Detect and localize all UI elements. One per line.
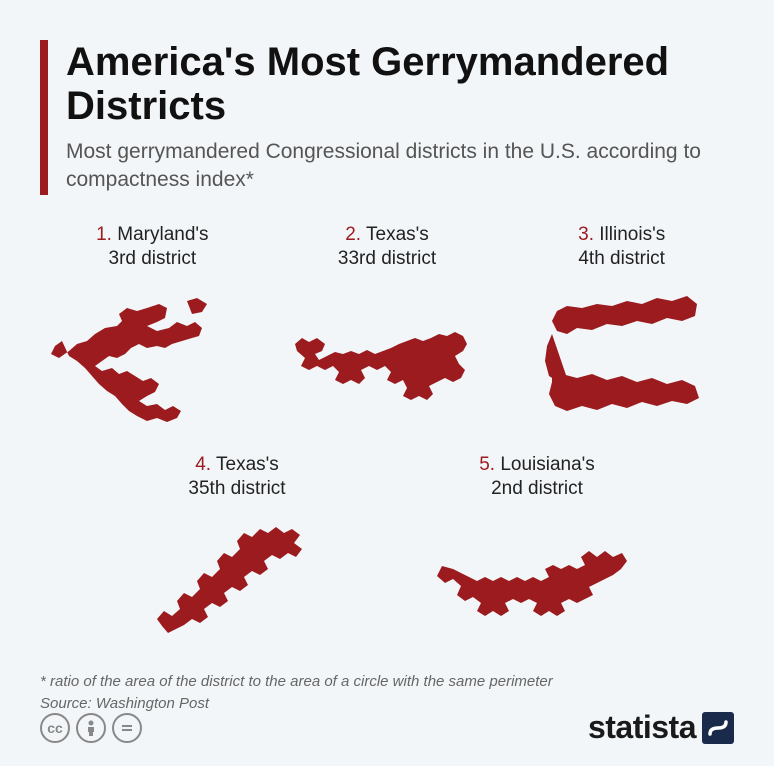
district-label: 2. Texas's 33rd district — [338, 223, 436, 272]
district-state: Texas's — [216, 454, 279, 475]
district-state: Texas's — [366, 224, 429, 245]
brand-logo: statista — [588, 709, 734, 746]
district-number: 33rd district — [338, 248, 436, 269]
district-cell-5: 5. Louisiana's 2nd district — [417, 453, 657, 653]
rank-number: 1. — [96, 224, 112, 245]
header-block: America's Most Gerrymandered Districts M… — [40, 40, 734, 195]
district-state: Illinois's — [599, 224, 665, 245]
cc-license-icons: cc — [40, 713, 142, 743]
district-state: Maryland's — [117, 224, 208, 245]
brand-mark-icon — [702, 712, 734, 744]
page-title: America's Most Gerrymandered Districts — [66, 40, 734, 128]
district-shape-texas-35 — [117, 510, 357, 653]
district-number: 3rd district — [109, 248, 197, 269]
district-number: 2nd district — [491, 478, 583, 499]
district-number: 35th district — [188, 478, 285, 499]
page-subtitle: Most gerrymandered Congressional distric… — [66, 138, 734, 195]
district-shape-maryland-3 — [40, 280, 265, 443]
rank-number: 3. — [578, 224, 594, 245]
footnote-definition: * ratio of the area of the district to t… — [40, 671, 734, 694]
district-cell-1: 1. Maryland's 3rd district — [40, 223, 265, 443]
rank-number: 5. — [479, 454, 495, 475]
footer-row: cc statista — [40, 709, 734, 746]
district-state: Louisiana's — [500, 454, 594, 475]
rank-number: 4. — [195, 454, 211, 475]
brand-name: statista — [588, 709, 696, 746]
district-shape-texas-33 — [275, 280, 500, 443]
district-label: 3. Illinois's 4th district — [578, 223, 665, 272]
district-shape-louisiana-2 — [417, 510, 657, 653]
district-cell-2: 2. Texas's 33rd district — [275, 223, 500, 443]
districts-grid: 1. Maryland's 3rd district 2. Texas's 33… — [40, 223, 734, 653]
district-label: 4. Texas's 35th district — [188, 453, 285, 502]
district-shape-illinois-4 — [509, 280, 734, 443]
rank-number: 2. — [345, 224, 361, 245]
district-cell-3: 3. Illinois's 4th district — [509, 223, 734, 443]
infographic-card: America's Most Gerrymandered Districts M… — [0, 0, 774, 766]
attribution-icon — [76, 713, 106, 743]
district-label: 5. Louisiana's 2nd district — [479, 453, 595, 502]
district-cell-4: 4. Texas's 35th district — [117, 453, 357, 653]
no-derivatives-icon — [112, 713, 142, 743]
cc-icon: cc — [40, 713, 70, 743]
district-label: 1. Maryland's 3rd district — [96, 223, 208, 272]
district-number: 4th district — [578, 248, 665, 269]
